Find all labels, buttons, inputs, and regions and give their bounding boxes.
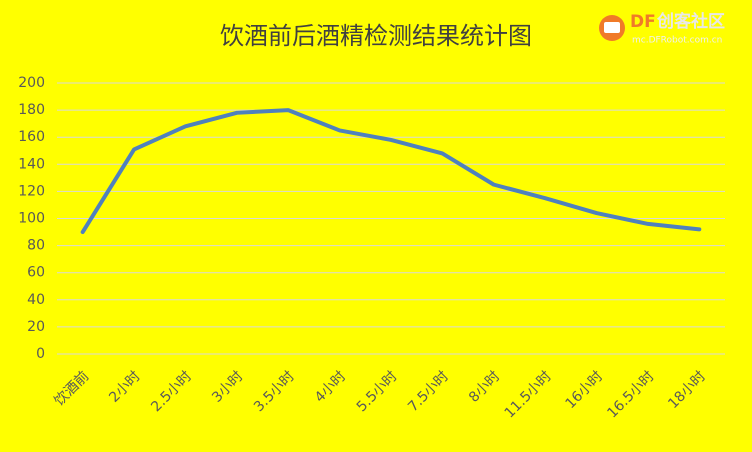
y-tick-label: 180 bbox=[18, 102, 45, 118]
watermark-url: mc.DFRobot.com.cn bbox=[632, 36, 722, 46]
watermark-brand-prefix: DF bbox=[630, 12, 656, 32]
chart-title: 饮酒前后酒精检测结果统计图 bbox=[220, 22, 532, 50]
y-tick-label: 100 bbox=[18, 211, 45, 227]
watermark-brand: 创客社区 bbox=[656, 11, 725, 32]
watermark: DF 创客社区 mc.DFRobot.com.cn bbox=[599, 11, 725, 46]
line bbox=[80, 108, 702, 235]
y-tick-label: 20 bbox=[27, 319, 45, 335]
y-tick-label: 60 bbox=[27, 265, 45, 281]
y-tick-label: 40 bbox=[27, 292, 45, 308]
y-tick-label: 200 bbox=[18, 75, 45, 91]
y-tick-label: 120 bbox=[18, 183, 45, 199]
y-tick-label: 140 bbox=[18, 156, 45, 172]
y-tick-label: 0 bbox=[36, 346, 45, 362]
y-tick-label: 160 bbox=[18, 129, 45, 145]
y-tick-label: 80 bbox=[27, 238, 45, 254]
logo-face bbox=[604, 22, 620, 33]
